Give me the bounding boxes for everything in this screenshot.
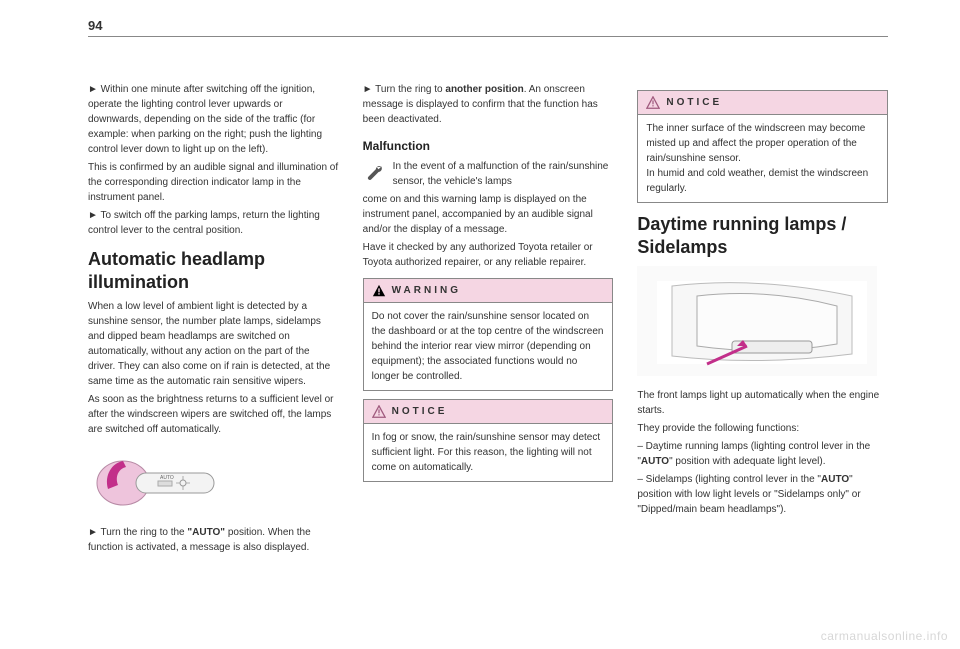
col3-p3-bold: AUTO <box>641 456 669 467</box>
notice2-label: NOTICE <box>666 95 722 110</box>
notice1-body: In fog or snow, the rain/sunshine sensor… <box>364 424 613 481</box>
column-1: ► Within one minute after switching off … <box>88 82 339 558</box>
svg-text:AUTO: AUTO <box>160 475 174 481</box>
warning-header: WARNING <box>364 279 613 303</box>
col1-p4: When a low level of ambient light is det… <box>88 299 339 389</box>
col3-p1: The front lamps light up automatically w… <box>637 388 888 418</box>
col2-p2a: In the event of a malfunction of the rai… <box>393 159 614 189</box>
front-lamp-figure <box>637 266 877 376</box>
col1-p5: As soon as the brightness returns to a s… <box>88 392 339 437</box>
heading-malfunction: Malfunction <box>363 137 614 155</box>
top-rule <box>88 36 888 37</box>
heading-auto-headlamp: Automatic headlamp illumination <box>88 248 339 293</box>
col2-p1-bold: another position <box>445 84 523 95</box>
col1-p1: ► Within one minute after switching off … <box>88 82 339 157</box>
col1-p6: ► Turn the ring to the "AUTO" position. … <box>88 525 339 555</box>
notice-callout-1: NOTICE In fog or snow, the rain/sunshine… <box>363 399 614 482</box>
column-2: ► Turn the ring to another position. An … <box>363 82 614 558</box>
malfunction-line: In the event of a malfunction of the rai… <box>363 159 614 189</box>
notice1-header: NOTICE <box>364 400 613 424</box>
col3-p3: – Daytime running lamps (lighting contro… <box>637 439 888 469</box>
notice2-body: The inner surface of the windscreen may … <box>638 115 887 202</box>
col2-p2b: come on and this warning lamp is display… <box>363 192 614 237</box>
col3-p2: They provide the following functions: <box>637 421 888 436</box>
warning-body: Do not cover the rain/sunshine sensor lo… <box>364 303 613 390</box>
col3-p4: – Sidelamps (lighting control lever in t… <box>637 472 888 517</box>
col1-p6-pre: ► Turn the ring to the <box>88 527 187 538</box>
warning-label: WARNING <box>392 283 461 298</box>
col1-p2: This is confirmed by an audible signal a… <box>88 160 339 205</box>
col1-p3: ► To switch off the parking lamps, retur… <box>88 208 339 238</box>
col2-p1: ► Turn the ring to another position. An … <box>363 82 614 127</box>
warning-triangle-icon <box>372 284 386 298</box>
lighting-stalk-figure: AUTO <box>88 445 228 515</box>
col3-p4-bold: AUTO <box>821 474 849 485</box>
notice-triangle-icon <box>372 405 386 419</box>
watermark: carmanualsonline.info <box>821 629 948 643</box>
col3-p4-pre: – Sidelamps (lighting control lever in t… <box>637 474 821 485</box>
warning-callout: WARNING Do not cover the rain/sunshine s… <box>363 278 614 391</box>
col1-p6-bold: "AUTO" <box>187 527 225 538</box>
page-number: 94 <box>88 18 102 33</box>
content-columns: ► Within one minute after switching off … <box>88 82 888 558</box>
notice-callout-2: NOTICE The inner surface of the windscre… <box>637 90 888 203</box>
notice-triangle-icon <box>646 96 660 110</box>
wrench-icon <box>363 161 385 183</box>
notice2-header: NOTICE <box>638 91 887 115</box>
col2-p1-pre: ► Turn the ring to <box>363 84 446 95</box>
heading-drl: Daytime running lamps / Sidelamps <box>637 213 888 258</box>
col3-p3-post: " position with adequate light level). <box>669 456 825 467</box>
col2-p3: Have it checked by any authorized Toyota… <box>363 240 614 270</box>
notice1-label: NOTICE <box>392 404 448 419</box>
column-3: NOTICE The inner surface of the windscre… <box>637 82 888 558</box>
